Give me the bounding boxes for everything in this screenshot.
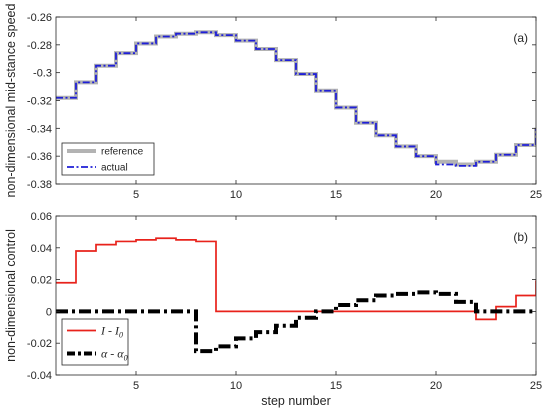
axes-box	[55, 215, 537, 376]
panel-label: (b)	[513, 230, 528, 244]
y-tick-label: 0	[46, 306, 52, 318]
x-tick-label: 15	[330, 380, 342, 392]
x-tick-label: 25	[530, 380, 542, 392]
series-group	[56, 237, 536, 354]
legend-label: I - I0	[100, 324, 123, 340]
x-tick-label: 20	[430, 189, 442, 201]
y-tick-label: -0.32	[27, 96, 52, 108]
x-tick-label: 10	[230, 189, 242, 201]
y-tick-label: -0.02	[27, 338, 52, 350]
y-tick-label: -0.04	[27, 370, 52, 382]
series-line-1	[56, 30, 536, 167]
legend-box	[61, 318, 129, 366]
legend: I - I0 α - α0	[61, 318, 129, 366]
y-tick-label: 0.06	[31, 211, 52, 223]
y-tick-label: -0.26	[27, 12, 52, 24]
y-tick-label: -0.3	[33, 68, 52, 80]
y-tick-label: -0.28	[27, 40, 52, 52]
series-group	[56, 30, 536, 167]
y-tick-label: -0.38	[27, 179, 52, 191]
series-line-1	[56, 237, 536, 321]
y-tick-label: 0.02	[31, 275, 52, 287]
y-axis-label: non-dimensional control	[4, 229, 18, 362]
series-line-2	[56, 290, 536, 354]
y-tick-label: -0.36	[27, 151, 52, 163]
x-tick-label: 15	[330, 189, 342, 201]
x-tick-label: 5	[133, 189, 139, 201]
x-tick-label: 25	[530, 189, 542, 201]
legend-label: α - α0	[101, 347, 128, 363]
legend-label: reference	[101, 147, 144, 158]
y-tick-label: 0.04	[31, 243, 52, 255]
legend-label: actual	[101, 163, 128, 174]
x-tick-label: 5	[133, 380, 139, 392]
y-tick-label: -0.34	[27, 123, 52, 135]
y-axis-label: non-dimensional mid-stance speed	[4, 4, 18, 198]
x-axis-label: step number	[261, 394, 330, 408]
panel-label: (a)	[513, 31, 528, 45]
legend: reference actual	[61, 142, 155, 176]
panel-b: 5 10 15 20 25 -0.04 -0.02 0 0.02 0.04 0.06 non-dime…	[4, 211, 542, 408]
x-tick-label: 10	[230, 380, 242, 392]
x-tick-label: 20	[430, 380, 442, 392]
panel-a: 5 10 15 20 25 -0.38 -0.36 -0.34 -0.32 -0.3 -0.28 -0…	[4, 4, 542, 201]
legend-box	[61, 142, 155, 176]
